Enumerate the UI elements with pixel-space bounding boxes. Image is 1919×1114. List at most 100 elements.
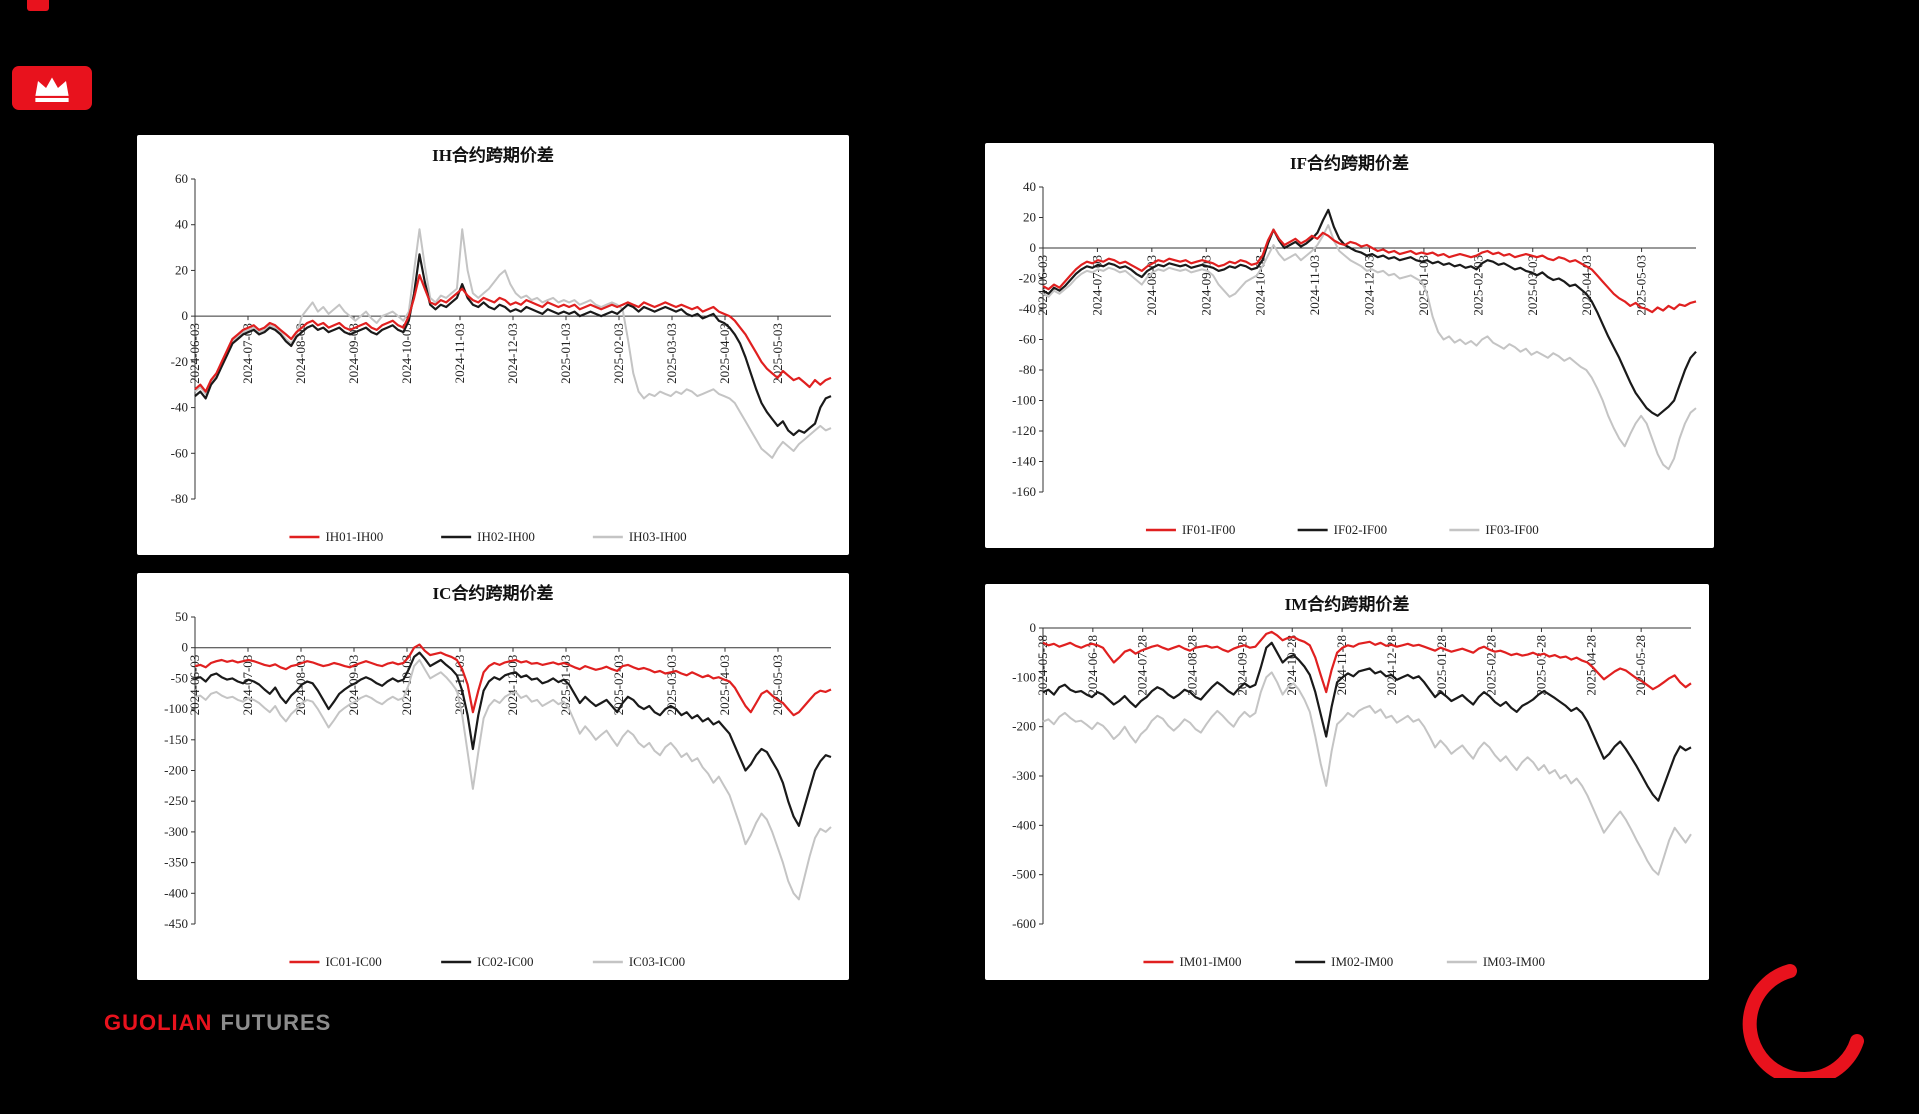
y-tick-label: -20 [1019,271,1036,286]
chart-canvas: IF合约跨期价差 40 20 0 -20 -40 -60 -80 -100 -120 -140 -16… [1012,153,1697,537]
y-tick-label: -60 [171,445,188,460]
legend-label: IC01-IC00 [325,954,381,969]
x-tick-label: 2025-03-03 [664,655,679,716]
series-line-IM02-IM00 [1042,641,1692,802]
y-tick-label: -50 [171,670,188,685]
x-tick-label: 2025-05-03 [770,655,785,716]
y-tick-label: -80 [1019,362,1036,377]
y-tick-label: 60 [175,171,188,186]
x-tick-label: 2024-07-28 [1135,635,1150,696]
x-tick-label: 2024-06-28 [1085,635,1100,696]
x-tick-label: 2025-05-28 [1633,635,1648,696]
x-tick-label: 2024-07-03 [240,323,255,384]
x-tick-label: 2024-07-03 [240,655,255,716]
x-tick-label: 2025-02-03 [1470,255,1485,316]
y-tick-label: -60 [1019,332,1036,347]
x-tick-label: 2024-12-03 [1362,255,1377,316]
y-tick-label: -160 [1012,484,1036,499]
chart-panel-ic: IC合约跨期价差 50 0 -50 -100 -150 -200 -250 -300 -350 -4… [137,573,849,980]
x-tick-label: 2024-10-03 [399,655,414,716]
series-line-IF03-IF00 [1042,224,1697,471]
y-tick-label: -250 [164,793,188,808]
x-tick-label: 2025-02-28 [1484,635,1499,696]
x-tick-label: 2024-12-03 [505,323,520,384]
x-tick-label: 2024-10-03 [1253,255,1268,316]
x-tick-label: 2024-08-28 [1185,635,1200,696]
x-tick-label: 2025-03-03 [1525,255,1540,316]
y-tick-label: -450 [164,916,188,931]
x-tick-label: 2024-11-03 [452,323,467,383]
y-tick-label: -140 [1012,454,1036,469]
series-line-IH02-IH00 [194,253,832,437]
x-tick-label: 2024-10-03 [399,323,414,384]
x-tick-label: 2025-01-03 [558,655,573,716]
y-tick-label: -100 [1012,393,1036,408]
y-tick-label: -600 [1012,916,1036,931]
chart-title: IC合约跨期价差 [433,583,554,603]
chart-title: IF合约跨期价差 [1290,153,1409,173]
legend-label: IF01-IF00 [1182,522,1235,537]
y-tick-label: -400 [164,885,188,900]
y-tick-label: -40 [1019,301,1036,316]
x-tick-label: 2024-06-03 [187,655,202,716]
series-line-IC02-IC00 [194,651,832,827]
top-edge-accent [27,0,49,11]
brand-primary: GUOLIAN [104,1010,213,1035]
y-tick-label: 40 [1023,179,1036,194]
chart-panel-im: IM合约跨期价差 0 -100 -200 -300 -400 -500 -600 2024-05… [985,584,1709,980]
legend-label: IF03-IF00 [1485,522,1538,537]
x-tick-label: 2025-01-28 [1434,635,1449,696]
x-tick-label: 2024-06-03 [187,323,202,384]
x-tick-label: 2025-01-03 [558,323,573,384]
y-tick-label: 20 [1023,210,1036,225]
y-tick-label: 50 [175,609,188,624]
x-tick-label: 2025-05-03 [1634,255,1649,316]
brand-secondary: FUTURES [220,1010,332,1035]
x-tick-label: 2024-05-28 [1035,635,1050,696]
series-line-IM03-IM00 [1042,671,1692,876]
series-line-IF02-IF00 [1042,208,1697,417]
legend-label: IC02-IC00 [477,954,533,969]
chart-canvas: IM合约跨期价差 0 -100 -200 -300 -400 -500 -600 2024-05… [1012,594,1692,969]
chart-canvas: IC合约跨期价差 50 0 -50 -100 -150 -200 -250 -300 -350 -4… [164,583,832,969]
legend-label: IC03-IC00 [629,954,685,969]
chart-title: IM合约跨期价差 [1285,594,1410,614]
y-tick-label: 20 [175,262,188,277]
y-tick-label: 0 [182,308,189,323]
y-tick-label: -40 [171,400,188,415]
crown-icon [35,77,69,102]
y-tick-label: -350 [164,855,188,870]
y-tick-label: -100 [164,701,188,716]
corner-arc-decoration [1742,964,1864,1078]
x-tick-label: 2024-09-03 [346,323,361,384]
y-tick-label: -150 [164,732,188,747]
series-line-IH03-IH00 [194,228,832,459]
legend-label: IM02-IM00 [1331,954,1393,969]
series-line-IC01-IC00 [194,643,832,717]
series-line-IF01-IF00 [1042,228,1697,314]
x-tick-label: 2025-05-03 [770,323,785,384]
chart-title: IH合约跨期价差 [432,145,554,165]
legend-label: IM03-IM00 [1483,954,1545,969]
y-tick-label: -300 [164,824,188,839]
x-tick-label: 2024-06-03 [1035,255,1050,316]
x-tick-label: 2025-02-03 [611,323,626,384]
chart-panel-if: IF合约跨期价差 40 20 0 -20 -40 -60 -80 -100 -120 -140 -16… [985,143,1714,548]
y-tick-label: -120 [1012,423,1036,438]
chart-panel-ih: IH合约跨期价差 60 40 20 0 -20 -40 -60 -80 2024-06-03 202… [137,135,849,555]
y-tick-label: -80 [171,491,188,506]
x-tick-label: 2024-09-28 [1234,635,1249,696]
y-tick-label: 0 [1030,240,1037,255]
y-tick-label: -500 [1012,867,1036,882]
y-tick-label: -20 [171,354,188,369]
y-tick-label: 40 [175,217,188,232]
x-tick-label: 2024-12-03 [505,655,520,716]
series-line-IH01-IH00 [194,273,832,393]
x-tick-label: 2025-04-03 [717,323,732,384]
x-tick-label: 2025-04-03 [717,655,732,716]
legend-label: IM01-IM00 [1179,954,1241,969]
legend-label: IF02-IF00 [1334,522,1387,537]
series-line-IC03-IC00 [194,659,832,901]
y-tick-label: -200 [164,763,188,778]
